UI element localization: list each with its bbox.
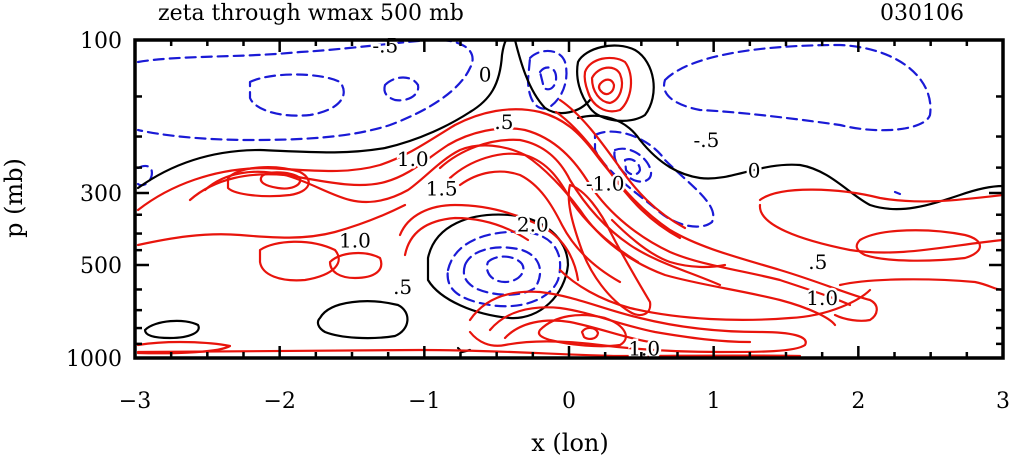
neg-contour-left-small — [383, 76, 420, 102]
pos-contour-right-mid — [758, 188, 1005, 203]
contour-label: .5 — [494, 110, 513, 134]
pos-contour-max-left-outer — [226, 166, 310, 198]
pos-contour-low-left-1 — [258, 240, 340, 282]
zero-contour-upper-right — [576, 114, 1005, 211]
contour-label: 0 — [748, 158, 761, 182]
zero-contour-low-left — [316, 300, 409, 340]
y-axis-label: p (mb) — [0, 158, 28, 238]
pos-contour-diag-strip-2 — [558, 98, 687, 230]
zero-contour-upper — [136, 38, 508, 190]
zero-contour-small-top — [576, 44, 655, 122]
y-axis: 100 300 500 1000 — [66, 29, 1003, 372]
contour-label: 1.0 — [397, 147, 429, 171]
pos-contour-low-center-4 — [537, 314, 627, 348]
pos-contour-ring-3 — [203, 144, 837, 327]
chart-title: zeta through wmax 500 mb — [158, 1, 464, 26]
contour-label: -.5 — [372, 33, 398, 57]
neg-contour-dot-right — [893, 190, 902, 196]
neg-contour-low-center-core — [485, 255, 525, 284]
pos-contour-right-low — [838, 278, 1005, 292]
pos-contour-top-bulls-core — [597, 78, 616, 96]
neg-contour-mid-right-inner — [613, 147, 653, 183]
x-tick-label: −2 — [263, 389, 295, 414]
date-label: 030106 — [880, 1, 964, 26]
contour-label: .5 — [393, 275, 412, 299]
contour-label: -1.0 — [586, 171, 625, 195]
contour-label: -.5 — [694, 128, 720, 152]
x-tick-label: −3 — [119, 389, 151, 414]
pos-contour-low-left-2 — [328, 252, 383, 280]
pos-contour-top-bulls-outer — [583, 56, 633, 113]
pos-contour-bottom-sweep — [558, 268, 872, 321]
contour-label: 1.5 — [426, 176, 458, 200]
neg-contour-low-center-inner — [462, 246, 542, 296]
x-axis: −3 −2 −1 0 1 2 3 — [119, 40, 1010, 414]
pos-contour-center-lobe — [610, 218, 727, 269]
positive-contours — [136, 56, 1005, 358]
pos-contour-top-bulls-mid — [590, 66, 624, 105]
neg-contour-low-center — [446, 230, 562, 308]
contour-label: 1.0 — [806, 286, 838, 310]
x-tick-label: −1 — [408, 389, 440, 414]
pos-contour-low-center-1 — [468, 290, 807, 354]
zero-contour-top-center — [513, 38, 592, 115]
neg-contour-top-left — [136, 38, 474, 142]
contour-label: 0 — [479, 62, 492, 86]
contour-label: .5 — [808, 250, 827, 274]
neg-contour-top-center-inner — [538, 66, 558, 91]
neg-contour-mid-right — [593, 130, 715, 228]
contour-labels: -.50.51.01.52.01.0.5-.50.51.0-1.01.0 — [336, 31, 840, 363]
x-tick-label: 2 — [851, 389, 865, 414]
pos-contour-ring-arc-2 — [403, 216, 530, 257]
pos-contour-diagonal-2 — [448, 152, 640, 264]
pos-contour-right-oval — [855, 229, 982, 262]
zero-contour-low-center — [426, 213, 570, 320]
pos-contour-diagonal-3 — [458, 170, 622, 284]
x-tick-label: 0 — [562, 389, 576, 414]
x-axis-label: x (lon) — [531, 429, 608, 457]
pos-contour-low-center-3 — [503, 319, 652, 344]
zero-contours — [136, 38, 1005, 354]
zero-contour-bottom-left — [143, 319, 200, 340]
y-tick-label: 1000 — [66, 347, 122, 372]
pos-contour-ring-arc — [398, 203, 580, 282]
x-tick-label: 3 — [996, 389, 1010, 414]
negative-contours — [136, 38, 932, 308]
y-tick-label: 100 — [80, 29, 122, 54]
pos-contour-bottom-left — [136, 340, 232, 355]
pos-contour-bottom-edge — [136, 348, 802, 358]
neg-contour-mid-right-core — [623, 158, 642, 176]
y-tick-label: 300 — [80, 182, 122, 207]
x-tick-label: 1 — [707, 389, 721, 414]
contour-label: 1.0 — [339, 228, 371, 252]
pos-contour-diag-strip-1 — [554, 110, 682, 240]
pos-contour-right-mid-2 — [758, 203, 1005, 254]
pos-contour-axis-core — [567, 183, 652, 316]
neg-contour-top-center — [526, 49, 568, 110]
neg-contour-left-inner — [248, 73, 345, 117]
contour-label: 2.0 — [517, 212, 549, 236]
pos-contour-left-mid — [136, 203, 407, 247]
contour-lines — [136, 38, 1005, 358]
pos-contour-main-outer — [136, 108, 878, 322]
pos-contour-max-left-core — [259, 171, 302, 190]
y-tick-label: 500 — [80, 254, 122, 279]
neg-contour-top-right — [662, 43, 932, 132]
pos-contour-diagonal-1 — [438, 138, 722, 287]
pos-contour-low-center-core — [580, 326, 600, 340]
